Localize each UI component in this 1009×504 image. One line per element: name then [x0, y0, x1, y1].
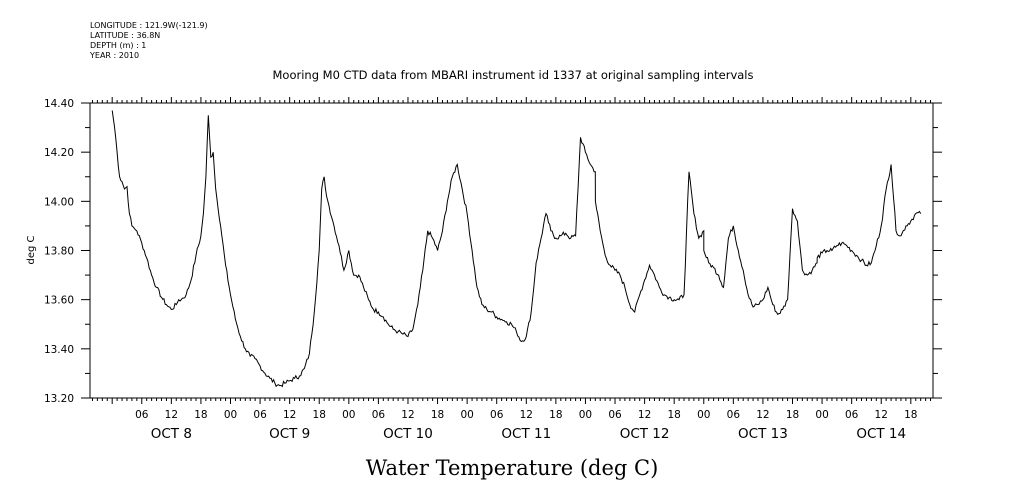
x-tick-label: 00: [460, 409, 473, 421]
longitude-label: LONGITUDE : 121.9W(-121.9): [90, 21, 208, 30]
chart-title: Mooring M0 CTD data from MBARI instrumen…: [273, 68, 754, 82]
y-tick-label: 14.20: [44, 147, 74, 159]
y-tick-label: 14.00: [44, 196, 74, 208]
y-tick-label: 13.60: [44, 295, 74, 307]
y-tick-label: 13.80: [44, 246, 74, 258]
y-tick-label: 13.20: [44, 393, 74, 405]
x-tick-label: 06: [727, 409, 741, 421]
x-tick-label: 12: [165, 409, 178, 421]
x-day-label: OCT 8: [151, 426, 192, 442]
x-axis-title: Water Temperature (deg C): [366, 456, 659, 480]
x-tick-label: 18: [667, 409, 680, 421]
x-tick-label: 00: [342, 409, 355, 421]
x-tick-label: 00: [697, 409, 710, 421]
x-tick-label: 12: [756, 409, 769, 421]
x-tick-label: 12: [875, 409, 888, 421]
x-tick-label: 12: [520, 409, 533, 421]
x-day-label: OCT 10: [383, 426, 433, 442]
x-tick-label: 18: [313, 409, 326, 421]
x-tick-label: 12: [638, 409, 651, 421]
x-day-label: OCT 12: [620, 426, 670, 442]
axis-ticks: [81, 97, 942, 404]
x-tick-label: 12: [283, 409, 296, 421]
x-tick-label: 00: [579, 409, 592, 421]
latitude-label: LATITUDE : 36.8N: [90, 31, 161, 40]
y-axis-label: deg C: [26, 235, 37, 264]
x-tick-label: 06: [135, 409, 149, 421]
x-tick-label: 12: [401, 409, 414, 421]
x-tick-label: 18: [904, 409, 917, 421]
x-day-label: OCT 9: [269, 426, 310, 442]
x-tick-label: 18: [431, 409, 444, 421]
x-tick-label: 00: [224, 409, 237, 421]
y-tick-label: 14.40: [44, 98, 74, 110]
x-day-label: OCT 13: [738, 426, 788, 442]
x-tick-label: 18: [194, 409, 207, 421]
axis-labels: 13.20 13.40 13.60 13.80 14.00 14.20 14.40 06 12 1…: [44, 98, 918, 442]
depth-label: DEPTH (m) : 1: [90, 41, 147, 50]
x-tick-label: 06: [608, 409, 622, 421]
year-label: YEAR : 2010: [90, 51, 140, 60]
x-tick-label: 06: [490, 409, 504, 421]
x-tick-label: 06: [845, 409, 859, 421]
x-tick-label: 18: [786, 409, 799, 421]
x-tick-label: 18: [549, 409, 562, 421]
x-tick-label: 06: [372, 409, 386, 421]
series-line-water-temperature: [111, 110, 922, 388]
x-day-label: OCT 14: [856, 426, 906, 442]
y-tick-label: 13.40: [44, 344, 74, 356]
x-tick-label: 06: [253, 409, 267, 421]
x-day-label: OCT 11: [501, 426, 551, 442]
plot-frame: [89, 102, 934, 399]
x-tick-label: 00: [815, 409, 828, 421]
